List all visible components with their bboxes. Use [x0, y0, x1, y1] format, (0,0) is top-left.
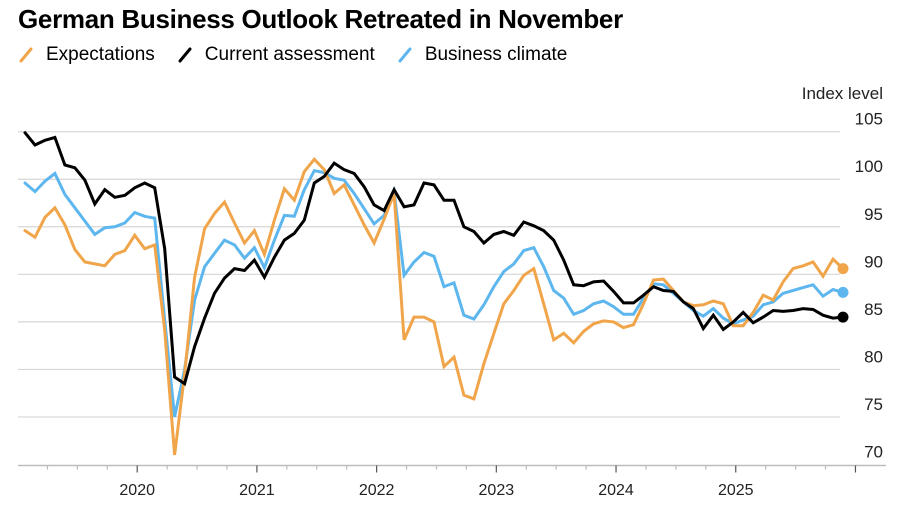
series-line-business-climate: [23, 169, 845, 418]
y-tick-label-75: 75: [864, 395, 883, 414]
legend-label-expectations: Expectations: [46, 44, 155, 65]
legend-label-business-climate: Business climate: [424, 44, 568, 65]
y-tick-label-95: 95: [864, 205, 883, 224]
legend-swatch-expectations-icon: [19, 47, 33, 63]
end-marker-business-climate: [837, 286, 849, 298]
y-axis-unit-label: Index level: [801, 84, 883, 103]
legend-item-current-assessment: Current assessment: [177, 44, 375, 66]
gridlines: [18, 131, 840, 418]
x-tick-label-2022: 2022: [359, 482, 395, 499]
legend: Expectations Current assessment Business…: [18, 44, 589, 66]
chart-title: German Business Outlook Retreated in Nov…: [18, 4, 623, 34]
y-tick-label-85: 85: [864, 300, 883, 319]
y-tick-label-80: 80: [864, 347, 883, 366]
end-markers: [837, 263, 849, 323]
x-tick-label-2023: 2023: [479, 482, 515, 499]
x-tick-label-2025: 2025: [718, 482, 754, 499]
legend-swatch-business-climate-icon: [398, 47, 412, 63]
end-marker-expectations: [837, 263, 849, 275]
legend-item-business-climate: Business climate: [397, 44, 568, 66]
legend-swatch-current-assessment-icon: [178, 47, 192, 63]
x-tick-label-2020: 2020: [119, 482, 155, 499]
series-lines: [23, 131, 845, 456]
legend-label-current-assessment: Current assessment: [204, 44, 375, 65]
series-line-expectations: [23, 157, 845, 456]
series-line-current-assessment: [23, 131, 845, 387]
x-axis: 2020 2021 2022 2023 2024 2025: [18, 464, 886, 499]
y-tick-label-70: 70: [864, 443, 883, 462]
end-marker-current-assessment: [837, 311, 849, 323]
y-tick-label-90: 90: [864, 252, 883, 271]
x-tick-label-2021: 2021: [239, 482, 275, 499]
x-tick-label-2024: 2024: [598, 482, 634, 499]
y-tick-label-105: 105: [855, 110, 883, 129]
legend-item-expectations: Expectations: [18, 44, 155, 66]
y-axis-ticks: 105 100 95 90 85 80 75 70: [855, 110, 883, 462]
y-tick-label-100: 100: [855, 157, 883, 176]
